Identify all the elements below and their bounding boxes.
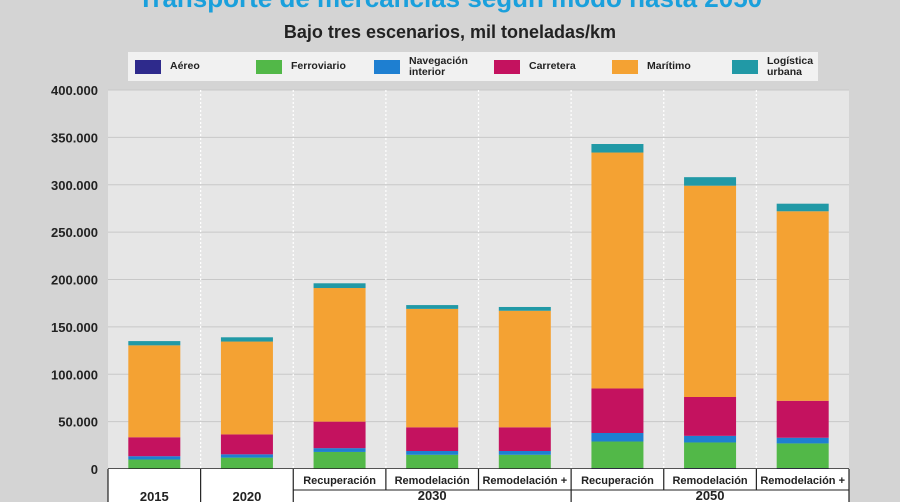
bar-segment (220, 457, 273, 469)
x-group-label: 2015 (140, 489, 169, 502)
bar-segment (313, 451, 366, 469)
bar-segment (406, 450, 459, 455)
x-group-label: 2030 (418, 488, 447, 502)
bar-segment (684, 435, 737, 443)
x-category-label: Remodelación (672, 475, 747, 487)
legend-item-navegacion: Navegación interior (374, 52, 484, 81)
bar-segment (406, 305, 459, 309)
x-category-label: Remodelación + (760, 475, 845, 487)
bar-segment (498, 450, 551, 455)
bar-segment (498, 306, 551, 311)
legend-swatch (374, 59, 400, 74)
legend-item-aereo: Aéreo (135, 52, 200, 81)
y-tick-label: 250.000 (51, 225, 98, 240)
y-tick-label: 150.000 (51, 320, 98, 335)
legend-label: Aéreo (170, 60, 200, 72)
legend-label: Ferroviario (291, 60, 346, 72)
y-tick-label: 350.000 (51, 130, 98, 145)
y-tick-label: 400.000 (51, 83, 98, 98)
bar-segment (498, 427, 551, 451)
legend-swatch (732, 59, 758, 74)
x-group-label: 2020 (232, 489, 261, 502)
x-category-label: Remodelación (395, 475, 470, 487)
bar-segment (776, 443, 829, 469)
x-group-label: 2050 (696, 488, 725, 502)
bar-segment (684, 177, 737, 186)
x-category-label: Remodelación + (482, 475, 567, 487)
legend-label: Navegación interior (409, 54, 468, 78)
legend-swatch (612, 59, 638, 74)
y-tick-label: 50.000 (58, 415, 98, 430)
bar-segment (128, 437, 181, 457)
bar-segment (776, 203, 829, 212)
bar-segment (684, 442, 737, 469)
bar-segment (684, 396, 737, 436)
bar-segment (776, 211, 829, 401)
y-tick-label: 0 (91, 462, 98, 477)
bar-segment (406, 454, 459, 469)
chart-legend: Aéreo Ferroviario Navegación interior Ca… (128, 52, 818, 81)
bar-segment (406, 427, 459, 451)
bar-segment (220, 434, 273, 455)
bar-segment (128, 341, 181, 346)
legend-item-logistica: Logística urbana (732, 52, 822, 81)
bar-segment (591, 432, 644, 442)
x-category-label: Recuperación (303, 475, 376, 487)
bar-segment (220, 337, 273, 342)
bar-segment (220, 454, 273, 458)
y-tick-label: 200.000 (51, 273, 98, 288)
y-tick-label: 300.000 (51, 178, 98, 193)
bar-segment (313, 448, 366, 452)
x-category-label: Recuperación (581, 475, 654, 487)
legend-item-carretera: Carretera (494, 52, 576, 81)
bar-segment (591, 388, 644, 433)
bar-segment (128, 345, 181, 438)
legend-swatch (135, 59, 161, 74)
legend-item-ferroviario: Ferroviario (256, 52, 346, 81)
legend-label: Marítimo (647, 60, 691, 72)
bar-segment (406, 308, 459, 428)
bar-segment (220, 341, 273, 435)
bar-segment (128, 456, 181, 460)
bar-segment (684, 185, 737, 397)
bar-segment (498, 454, 551, 469)
y-tick-label: 100.000 (51, 367, 98, 382)
bar-segment (591, 152, 644, 389)
bar-segment (776, 437, 829, 444)
chart-title: Transporte de mercancías según modo hast… (0, 0, 900, 14)
legend-swatch (494, 59, 520, 74)
bar-segment (128, 459, 181, 469)
legend-swatch (256, 59, 282, 74)
legend-item-maritimo: Marítimo (612, 52, 691, 81)
chart-subtitle: Bajo tres escenarios, mil toneladas/km (283, 22, 617, 42)
bar-segment (313, 283, 366, 289)
bar-segment (591, 441, 644, 469)
bar-segment (591, 144, 644, 153)
legend-label: Logística urbana (767, 54, 814, 78)
bar-segment (498, 310, 551, 428)
bar-segment (776, 400, 829, 438)
bar-segment (313, 288, 366, 422)
bar-segment (313, 421, 366, 449)
legend-label: Carretera (529, 60, 576, 72)
